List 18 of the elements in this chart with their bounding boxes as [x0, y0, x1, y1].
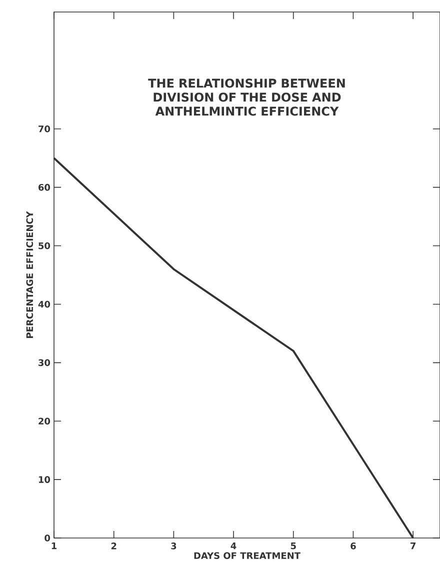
- y-tick-label: 60: [38, 184, 50, 191]
- x-tick-label: 6: [350, 542, 356, 550]
- x-tick-label: 1: [52, 542, 57, 550]
- text: THE RELATIONSHIP BETWEEN DIVISION OF THE DOSE AND ANTHELMINTIC EFFICIENCY: [148, 78, 345, 116]
- x-tick-label: 3: [171, 542, 176, 550]
- y-tick-label: 0: [44, 534, 50, 542]
- y-tick-label: 10: [38, 476, 50, 483]
- x-tick-label: 2: [111, 542, 116, 550]
- y-tick-label: 50: [38, 242, 50, 250]
- x-tick-label: 4: [230, 542, 236, 550]
- x-axis-title: DAYS OF TREATMENT: [194, 552, 300, 560]
- x-tick-label: 7: [410, 542, 416, 550]
- y-tick-label: 20: [38, 418, 50, 425]
- y-axis-title: PERCENTAGE EFFICIENCY: [26, 211, 34, 338]
- y-tick-label: 70: [38, 125, 50, 132]
- x-tick-label: 5: [290, 542, 296, 550]
- y-tick-label: 30: [38, 359, 50, 366]
- y-tick-label: 40: [38, 300, 50, 308]
